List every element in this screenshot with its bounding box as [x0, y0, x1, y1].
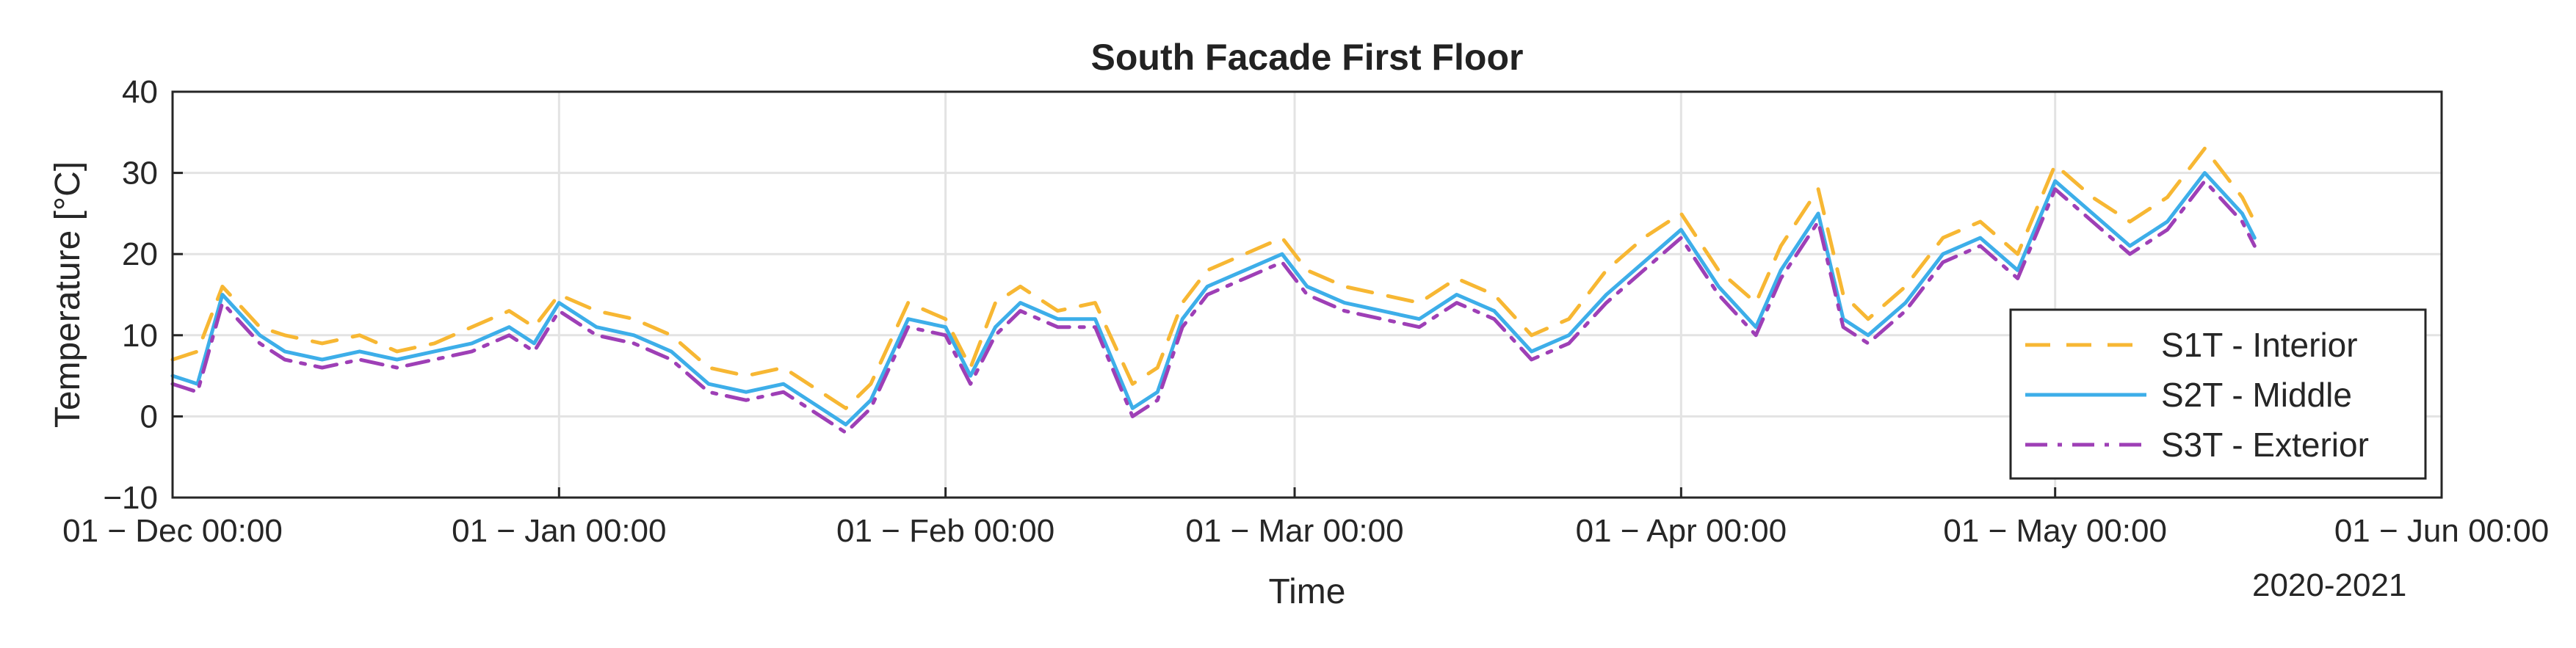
y-tick-label: 20 — [122, 236, 158, 272]
x-tick-label: 01 − Apr 00:00 — [1576, 513, 1787, 549]
series-line-3 — [170, 179, 2257, 434]
x-tick-label: 01 − Mar 00:00 — [1185, 513, 1403, 549]
legend-label-1: S1T - Interior — [2161, 326, 2358, 364]
legend-label-2: S2T - Middle — [2161, 376, 2352, 414]
x-tick-label: 01 − Feb 00:00 — [836, 513, 1054, 549]
series-layer — [170, 146, 2257, 434]
x-ticks: 01 − Dec 00:00 01 − Jan 00:00 01 − Feb 00:… — [62, 487, 2549, 549]
legend: S1T - Interior S2T - Middle S3T - Exterior — [2009, 308, 2427, 480]
x-tick-label: 01 − May 00:00 — [1943, 513, 2167, 549]
y-ticks: −10 0 10 20 30 40 — [103, 74, 183, 516]
chart-title: South Facade First Floor — [1091, 37, 1524, 78]
x-axis-year-label: 2020-2021 — [2252, 567, 2406, 603]
y-tick-label: −10 — [103, 480, 158, 516]
y-tick-label: 40 — [122, 74, 158, 110]
legend-label-3: S3T - Exterior — [2161, 426, 2369, 464]
y-axis-label: Temperature [°C] — [48, 161, 87, 428]
x-tick-label: 01 − Jun 00:00 — [2334, 513, 2549, 549]
series-line-2 — [170, 171, 2257, 426]
y-tick-label: 0 — [140, 398, 158, 434]
x-tick-label: 01 − Jan 00:00 — [452, 513, 666, 549]
y-tick-label: 30 — [122, 156, 158, 192]
axes-box — [171, 90, 2443, 499]
series-line-1 — [170, 146, 2257, 410]
y-tick-label: 10 — [122, 318, 158, 354]
x-tick-label: 01 − Dec 00:00 — [62, 513, 283, 549]
x-axis-label: Time — [1269, 572, 1346, 611]
